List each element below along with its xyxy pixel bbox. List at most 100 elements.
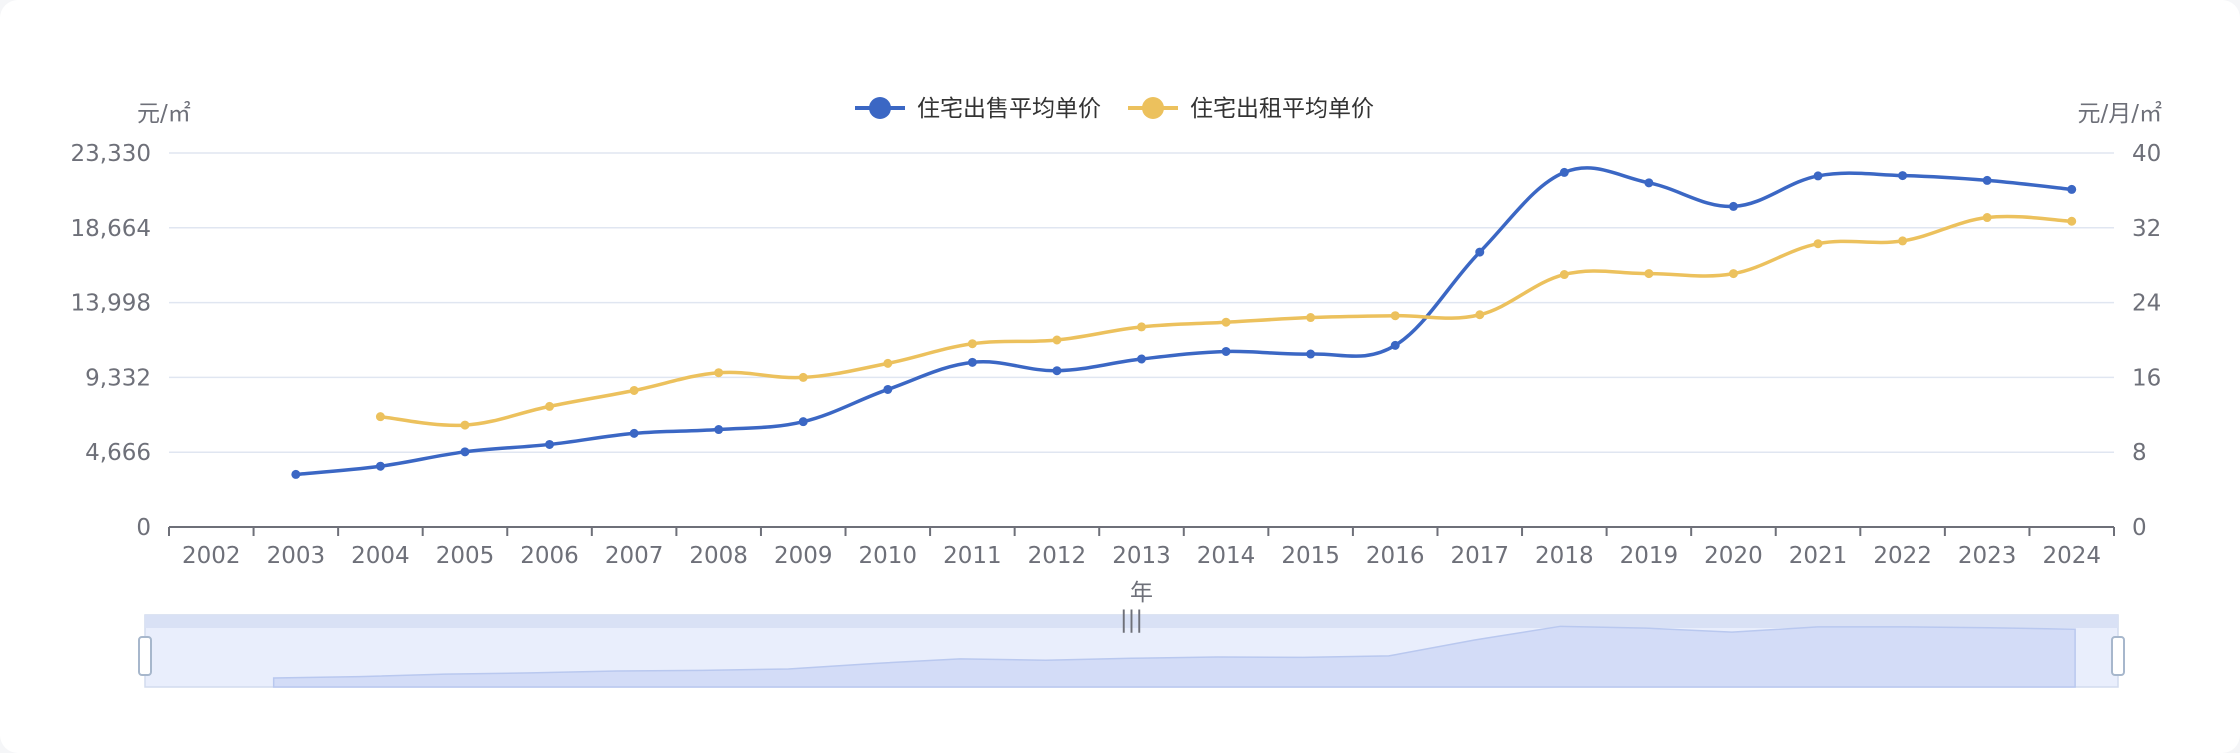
x-tick-label: 2002 bbox=[182, 543, 241, 569]
y-right-unit: 元/月/㎡ bbox=[2078, 101, 2163, 127]
data-point[interactable] bbox=[1390, 311, 1400, 321]
series-line-0 bbox=[295, 166, 2072, 477]
data-point[interactable] bbox=[714, 368, 724, 378]
y-left-tick-label: 4,666 bbox=[85, 440, 151, 466]
data-point[interactable] bbox=[1813, 171, 1823, 181]
y-left-tick-label: 9,332 bbox=[85, 365, 151, 391]
data-point[interactable] bbox=[1644, 178, 1654, 188]
y-right-tick-label: 32 bbox=[2132, 216, 2161, 242]
x-tick-label: 2017 bbox=[1450, 543, 1509, 569]
data-point[interactable] bbox=[291, 469, 301, 479]
data-point[interactable] bbox=[2067, 184, 2077, 194]
x-tick-label: 2004 bbox=[351, 543, 410, 569]
data-point[interactable] bbox=[545, 401, 555, 411]
data-point[interactable] bbox=[1644, 269, 1654, 279]
x-tick-label: 2021 bbox=[1789, 543, 1848, 569]
grid-lines bbox=[169, 152, 2114, 453]
data-point[interactable] bbox=[375, 412, 385, 422]
x-tick-label: 2003 bbox=[267, 543, 326, 569]
x-tick-label: 2019 bbox=[1620, 543, 1679, 569]
data-point[interactable] bbox=[460, 447, 470, 457]
legend-label: 住宅出租平均单价 bbox=[1190, 96, 1374, 122]
y-left-tick-label: 18,664 bbox=[71, 216, 151, 242]
x-tick-label: 2015 bbox=[1281, 543, 1340, 569]
data-point[interactable] bbox=[1728, 269, 1738, 279]
data-point[interactable] bbox=[460, 420, 470, 430]
legend-label: 住宅出售平均单价 bbox=[917, 96, 1101, 122]
data-point[interactable] bbox=[1559, 270, 1569, 280]
data-point[interactable] bbox=[1306, 313, 1316, 323]
series-lines bbox=[291, 166, 2077, 479]
data-point[interactable] bbox=[545, 439, 555, 449]
data-point[interactable] bbox=[1898, 236, 1908, 246]
data-point[interactable] bbox=[1475, 310, 1485, 320]
x-tick-label: 2018 bbox=[1535, 543, 1594, 569]
x-tick-label: 2024 bbox=[2042, 543, 2101, 569]
data-point[interactable] bbox=[1982, 213, 1992, 223]
legend-item-1[interactable]: 住宅出租平均单价 bbox=[1128, 96, 1374, 122]
y-right-tick-label: 16 bbox=[2132, 365, 2161, 391]
data-point[interactable] bbox=[1306, 349, 1316, 359]
y-right-tick-label: 40 bbox=[2132, 141, 2161, 167]
zoom-handle-left[interactable] bbox=[138, 636, 152, 676]
data-point[interactable] bbox=[1813, 239, 1823, 249]
data-point[interactable] bbox=[967, 339, 977, 349]
data-point[interactable] bbox=[1982, 175, 1992, 185]
data-point[interactable] bbox=[2067, 216, 2077, 226]
legend[interactable]: 住宅出售平均单价 住宅出租平均单价 bbox=[855, 96, 1374, 122]
data-point[interactable] bbox=[629, 385, 639, 395]
y-right-tick-label: 0 bbox=[2132, 515, 2147, 541]
x-tick-label: 2007 bbox=[605, 543, 664, 569]
y-right-tick-label: 8 bbox=[2132, 440, 2147, 466]
data-point[interactable] bbox=[1898, 171, 1908, 181]
data-point[interactable] bbox=[1137, 354, 1146, 364]
zoom-handle-right[interactable] bbox=[2111, 636, 2125, 676]
data-point[interactable] bbox=[1052, 366, 1062, 376]
y-left-tick-label: 0 bbox=[136, 515, 151, 541]
data-point[interactable] bbox=[1221, 317, 1231, 327]
y-right-tick-label: 24 bbox=[2132, 291, 2161, 317]
x-tick-label: 2023 bbox=[1958, 543, 2017, 569]
data-point[interactable] bbox=[1728, 201, 1738, 211]
x-tick-label: 2005 bbox=[436, 543, 495, 569]
data-point[interactable] bbox=[629, 428, 639, 438]
x-tick-label: 2006 bbox=[520, 543, 579, 569]
data-point[interactable] bbox=[1137, 322, 1146, 332]
legend-marker bbox=[869, 97, 891, 119]
legend-marker bbox=[1142, 97, 1164, 119]
x-tick-label: 2010 bbox=[859, 543, 918, 569]
data-point[interactable] bbox=[883, 384, 893, 394]
x-axis-label: 年 bbox=[1130, 580, 1153, 606]
x-tick-label: 2022 bbox=[1873, 543, 1932, 569]
data-point[interactable] bbox=[883, 358, 893, 368]
zoom-grip-icon[interactable]: ||| bbox=[1120, 607, 1143, 633]
x-tick-label: 2013 bbox=[1112, 543, 1171, 569]
data-point[interactable] bbox=[798, 417, 808, 427]
data-point[interactable] bbox=[1559, 167, 1569, 177]
y-left-tick-label: 23,330 bbox=[71, 141, 151, 167]
data-point[interactable] bbox=[967, 357, 977, 367]
zoom-top-bar[interactable] bbox=[145, 615, 2118, 628]
x-tick-label: 2020 bbox=[1704, 543, 1763, 569]
legend-item-0[interactable]: 住宅出售平均单价 bbox=[855, 96, 1101, 122]
data-point[interactable] bbox=[1390, 340, 1400, 350]
data-point[interactable] bbox=[1052, 335, 1062, 345]
axes: 0 0 4,666 8 9,332 16 13,998 24 18,664 32 23,330 40 2… bbox=[71, 141, 2162, 606]
zoom-slider[interactable]: ||| bbox=[138, 607, 2125, 688]
data-point[interactable] bbox=[1475, 247, 1485, 257]
data-point[interactable] bbox=[714, 425, 724, 435]
x-tick-label: 2014 bbox=[1197, 543, 1256, 569]
x-tick-label: 2008 bbox=[689, 543, 748, 569]
data-point[interactable] bbox=[375, 461, 385, 471]
data-point[interactable] bbox=[1221, 346, 1231, 356]
y-left-unit: 元/㎡ bbox=[137, 101, 191, 127]
axis-units: 元/㎡ 元/月/㎡ bbox=[137, 101, 2162, 127]
data-point[interactable] bbox=[798, 372, 808, 382]
x-tick-label: 2016 bbox=[1366, 543, 1425, 569]
x-tick-label: 2009 bbox=[774, 543, 833, 569]
zoom-data-shadow bbox=[272, 625, 2076, 688]
x-tick-label: 2011 bbox=[943, 543, 1002, 569]
y-left-tick-label: 13,998 bbox=[71, 291, 151, 317]
